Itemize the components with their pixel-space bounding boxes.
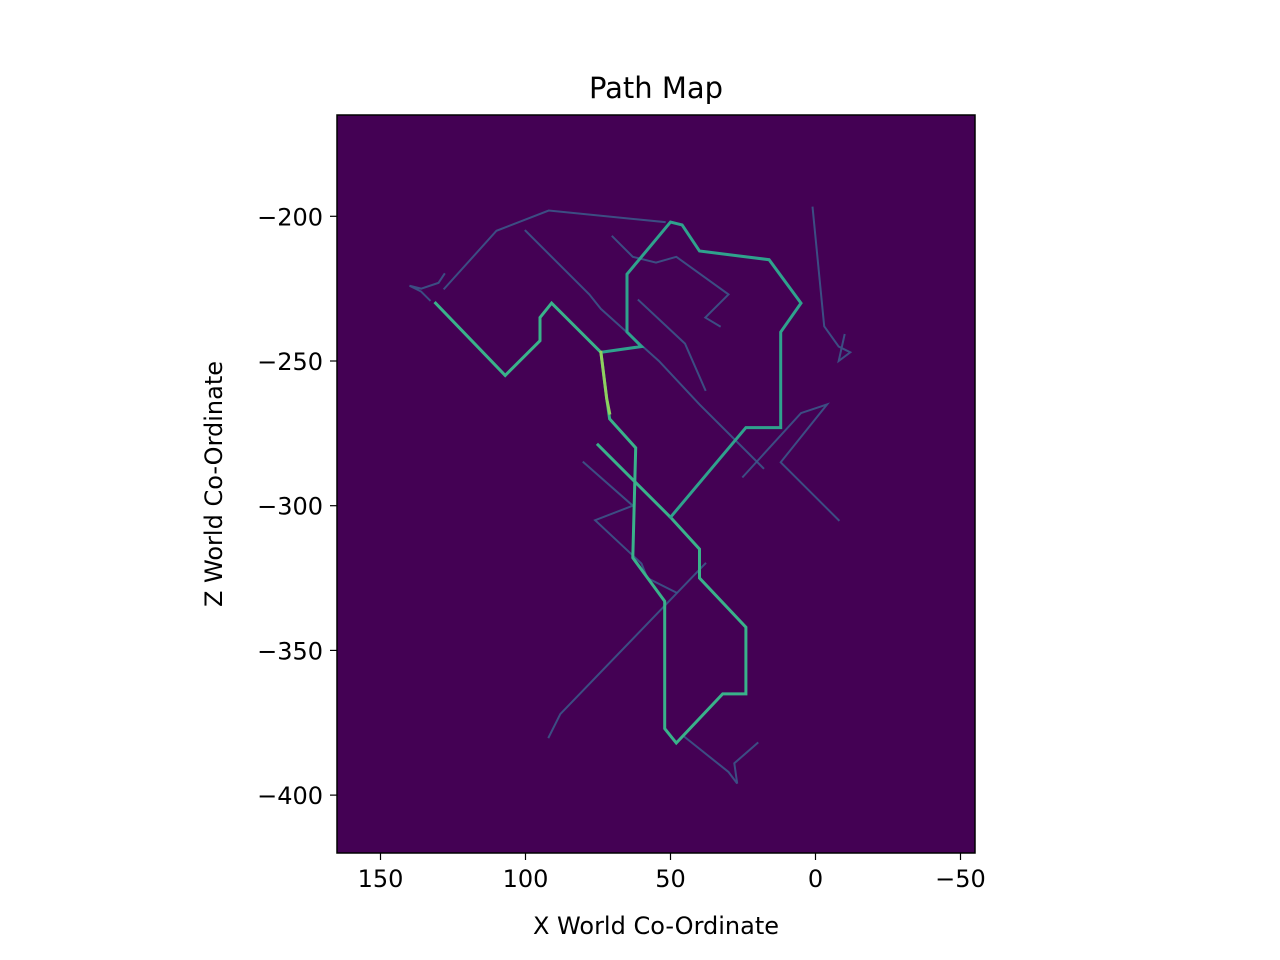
path-series-5 bbox=[582, 460, 678, 594]
path-series-12 bbox=[637, 298, 707, 392]
path-series-4 bbox=[811, 206, 853, 364]
x-tick-label: −50 bbox=[935, 865, 986, 893]
path-series-8 bbox=[741, 402, 841, 522]
y-tick-label: −400 bbox=[257, 782, 323, 810]
path-series-1 bbox=[599, 220, 803, 520]
y-tick-label: −250 bbox=[257, 348, 323, 376]
y-axis-label: Z World Co-Ordinate bbox=[200, 361, 228, 607]
x-tick-label: 0 bbox=[808, 865, 823, 893]
path-series-0 bbox=[433, 300, 748, 746]
plot-frame bbox=[336, 114, 976, 854]
path-series-9 bbox=[409, 272, 446, 302]
x-axis: 150 100 50 0 −50 bbox=[358, 853, 986, 893]
y-tick-label: −350 bbox=[257, 637, 323, 665]
path-series-layer bbox=[409, 206, 853, 785]
y-tick-label: −200 bbox=[257, 203, 323, 231]
path-series-7 bbox=[683, 735, 759, 785]
x-tick-label: 150 bbox=[358, 865, 404, 893]
x-tick-label: 100 bbox=[503, 865, 549, 893]
path-series-2 bbox=[599, 350, 612, 415]
y-axis: −200 −250 −300 −350 −400 bbox=[257, 203, 337, 810]
chart-title: Path Map bbox=[589, 71, 723, 105]
path-series-11 bbox=[442, 209, 666, 291]
y-tick-label: −300 bbox=[257, 493, 323, 521]
x-tick-label: 50 bbox=[655, 865, 686, 893]
x-axis-label: X World Co-Ordinate bbox=[533, 912, 779, 940]
plot-area bbox=[337, 115, 975, 853]
path-series-10 bbox=[611, 235, 731, 328]
path-series-6 bbox=[547, 562, 707, 739]
